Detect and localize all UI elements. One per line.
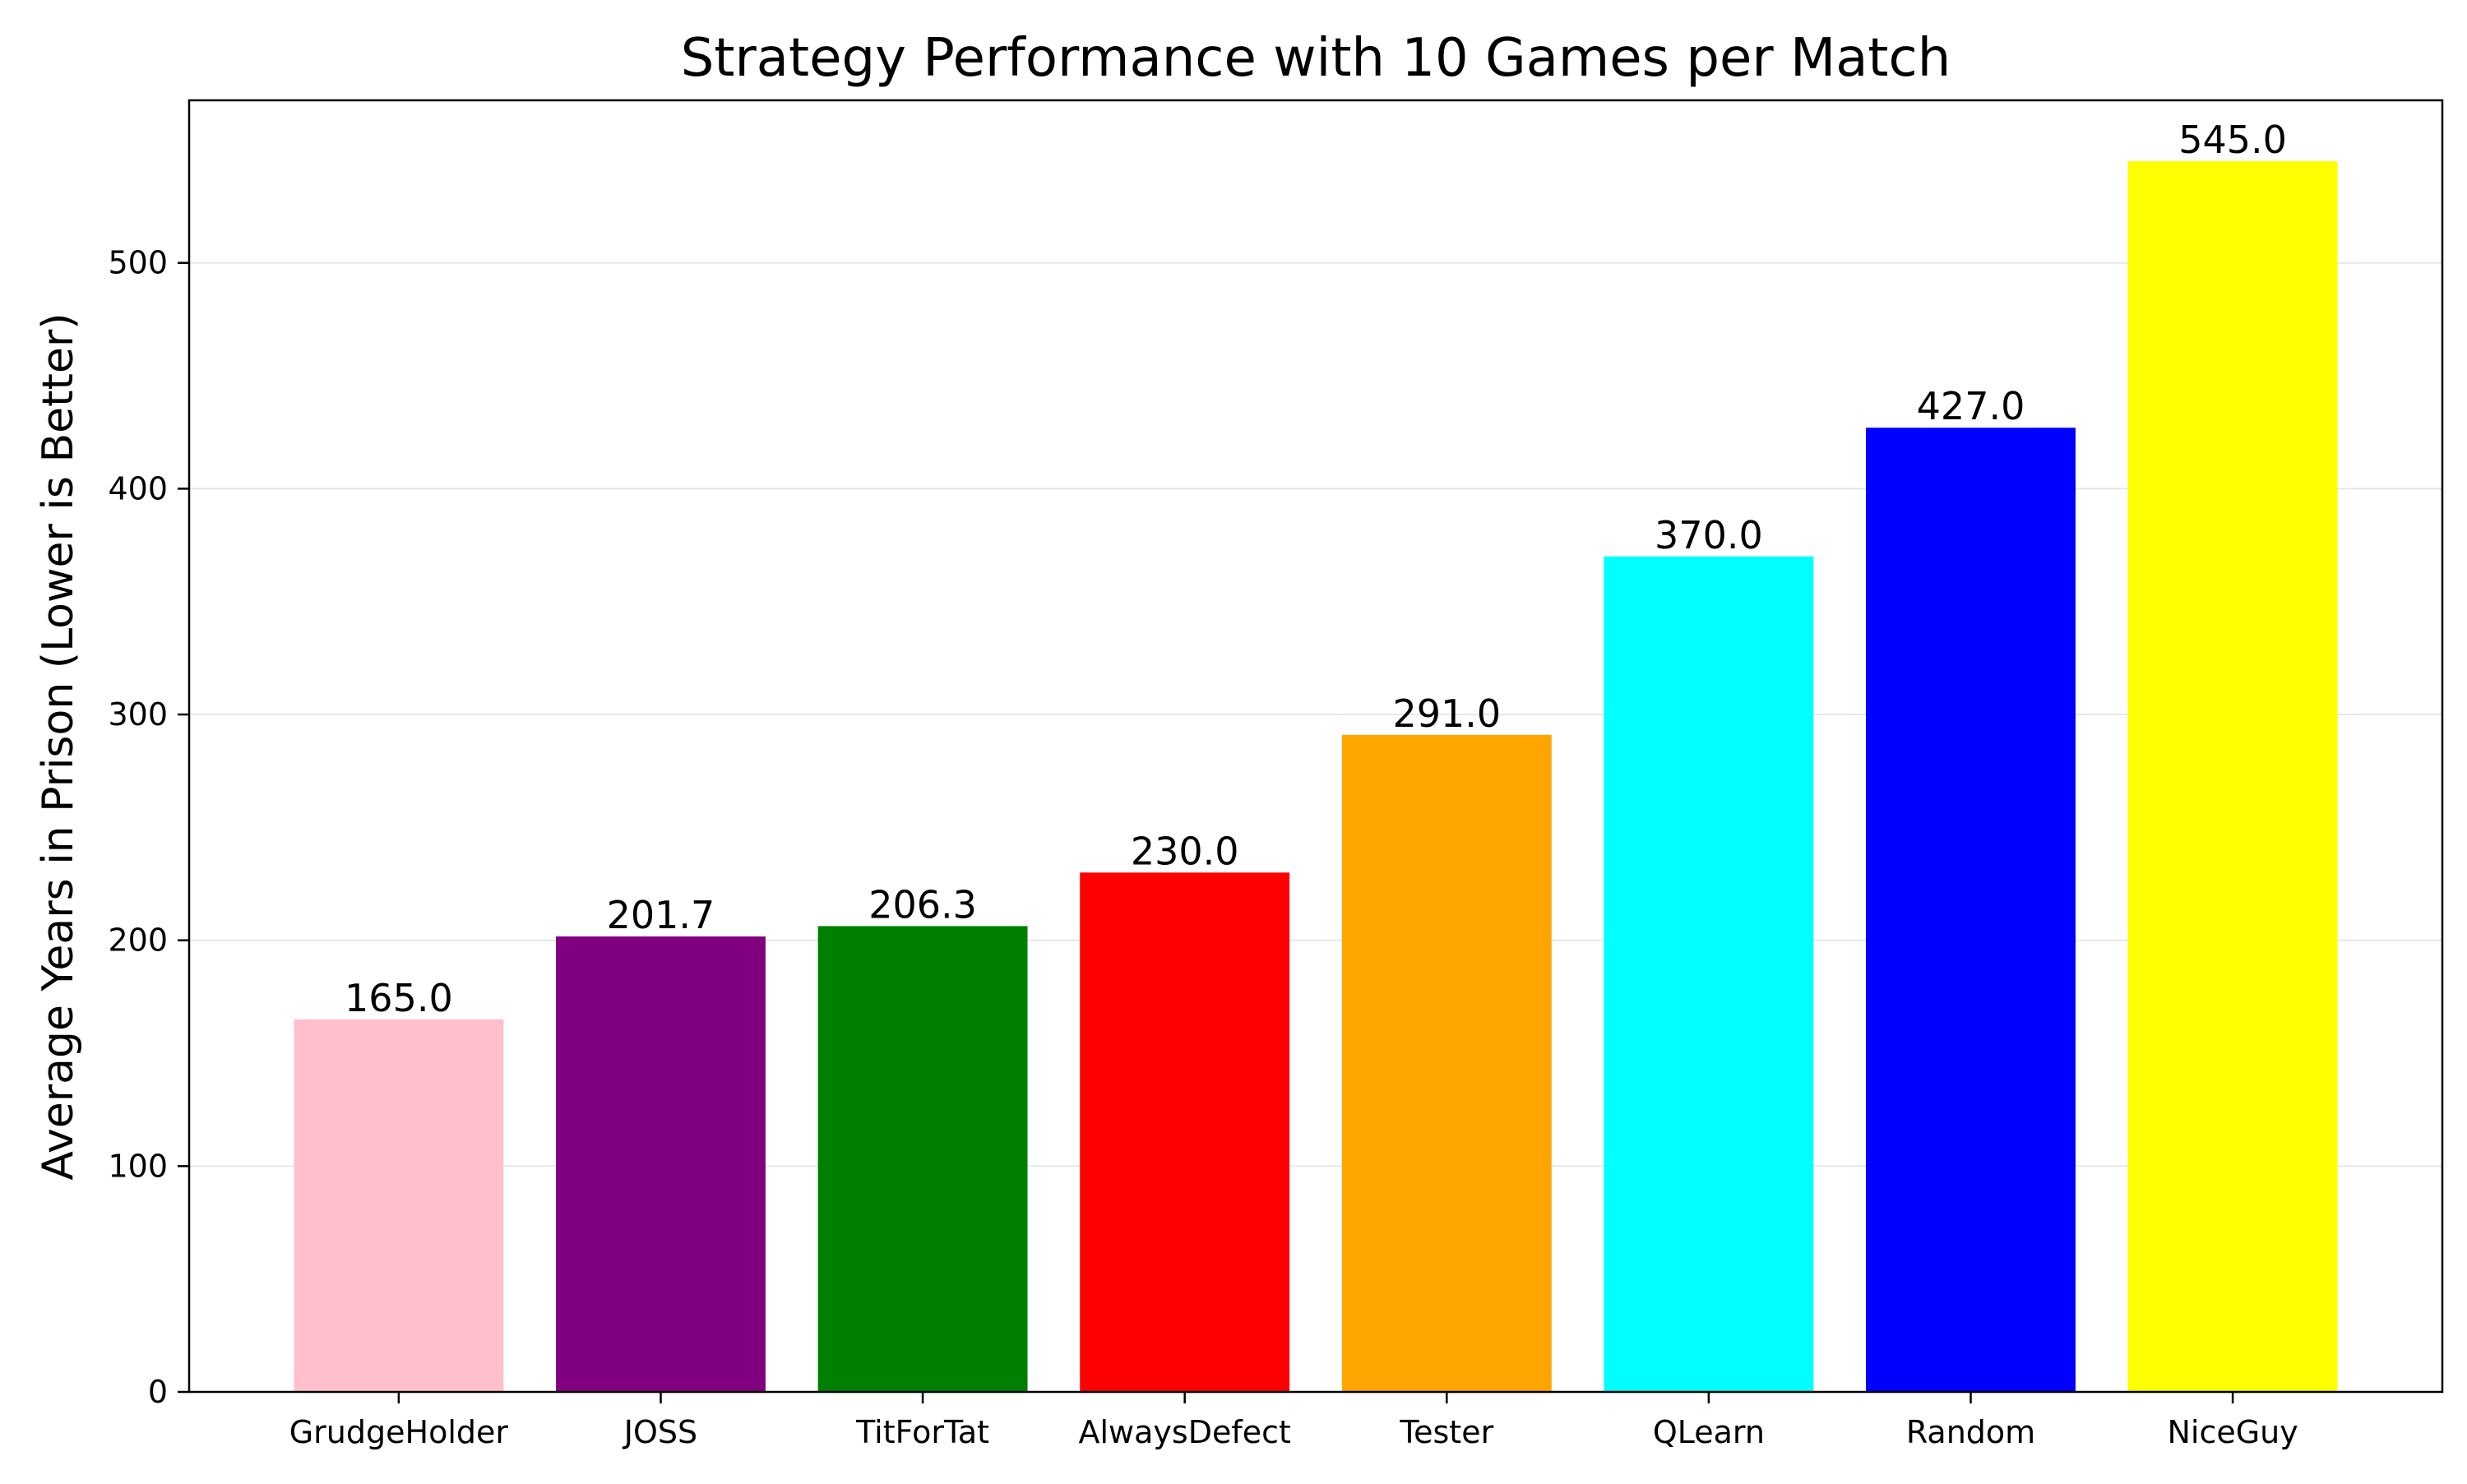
y-tick-label: 400 [108, 470, 168, 506]
bar-qlearn [1604, 556, 1814, 1392]
bar-tester [1341, 734, 1552, 1392]
x-tick-label: QLearn [1653, 1414, 1765, 1450]
value-label-tester: 291.0 [1392, 691, 1501, 736]
value-label-qlearn: 370.0 [1655, 513, 1763, 557]
y-tick-label: 300 [108, 696, 168, 733]
value-label-niceguy: 545.0 [2178, 118, 2287, 162]
y-tick-label: 500 [108, 245, 168, 281]
bar-alwaysdefect [1080, 872, 1290, 1392]
bars [294, 161, 2338, 1393]
x-tick-label: AlwaysDefect [1078, 1414, 1290, 1450]
gridlines [189, 261, 2442, 1393]
x-tick-label: NiceGuy [2167, 1414, 2298, 1450]
y-axis-label: Average Years in Prison (Lower is Better… [34, 312, 83, 1180]
bar-titfortat [817, 926, 1028, 1392]
value-label-random: 427.0 [1917, 384, 2025, 428]
plot-frame [187, 99, 2444, 1394]
bar-grudgeholder [294, 1019, 504, 1392]
y-tick-label: 100 [108, 1148, 168, 1184]
x-tick-label: JOSS [623, 1414, 697, 1450]
value-label-joss: 201.7 [607, 893, 715, 937]
x-tick-label: GrudgeHolder [289, 1414, 509, 1450]
value-label-alwaysdefect: 230.0 [1131, 829, 1239, 873]
x-tick-label: Tester [1399, 1414, 1493, 1450]
x-tick-label: Random [1906, 1414, 2035, 1450]
y-tick-label: 0 [148, 1374, 168, 1410]
value-label-grudgeholder: 165.0 [345, 976, 453, 1020]
y-tick-label: 200 [108, 922, 168, 959]
bar-joss [556, 936, 766, 1392]
axes: GrudgeHolder JOSS TitForTat AlwaysDefect Tes… [108, 99, 2444, 1450]
x-tick-label: TitForTat [855, 1414, 989, 1450]
value-label-titfortat: 206.3 [868, 882, 977, 927]
chart-title: Strategy Performance with 10 Games per M… [681, 28, 1951, 89]
bar-random [1866, 428, 2076, 1393]
value-labels: 165.0 201.7 206.3 230.0 291.0 370.0 427.0 545.0 [345, 118, 2287, 1020]
bar-niceguy [2127, 161, 2338, 1392]
